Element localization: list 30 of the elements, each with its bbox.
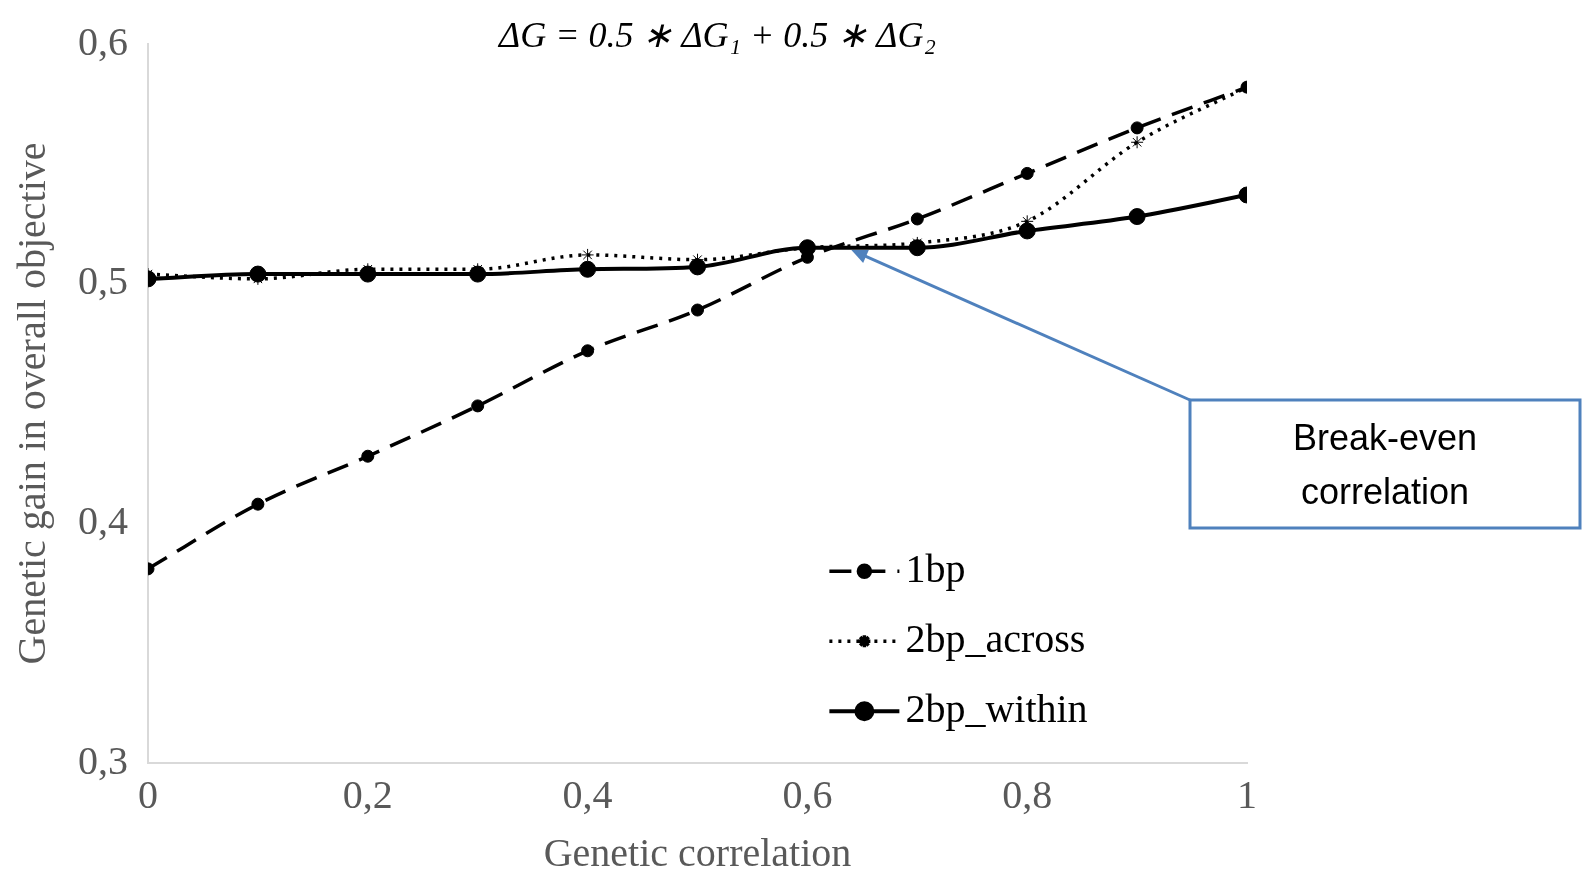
point xyxy=(1130,135,1144,149)
x-tick-label: 0 xyxy=(138,771,158,817)
legend-label: 1bp xyxy=(905,545,966,591)
point xyxy=(1018,222,1036,240)
x-axis-title: Genetic correlation xyxy=(543,829,852,875)
y-tick-label: 0,3 xyxy=(78,737,128,783)
point xyxy=(251,497,265,511)
point xyxy=(691,303,704,317)
x-tick-label: 0,2 xyxy=(342,771,393,817)
point xyxy=(581,344,595,358)
point xyxy=(579,260,597,278)
x-tick-label: 0,6 xyxy=(782,771,833,817)
y-tick-label: 0,5 xyxy=(78,258,128,304)
y-tick-label: 0,4 xyxy=(78,497,128,543)
legend-label: 2bp_within xyxy=(905,685,1088,731)
point xyxy=(361,449,375,463)
point xyxy=(1128,208,1146,226)
point xyxy=(1020,166,1034,180)
point xyxy=(910,212,924,226)
point xyxy=(471,399,485,413)
chart-title: ΔG = 0.5 ∗ ΔG₁ + 0.5 ∗ ΔG₂ xyxy=(497,15,936,56)
point xyxy=(1130,121,1144,135)
text: Break-even correlation xyxy=(1292,416,1478,512)
x-tick-label: 0,4 xyxy=(562,771,613,817)
x-tick-label: 1 xyxy=(1237,771,1257,817)
x-tick-label: 0,8 xyxy=(1002,771,1053,817)
legend-label: 2bp_across xyxy=(905,615,1086,661)
point xyxy=(581,248,595,262)
y-tick-label: 0,6 xyxy=(78,18,128,64)
y-axis-title: Genetic gain in overall objective xyxy=(8,142,54,665)
